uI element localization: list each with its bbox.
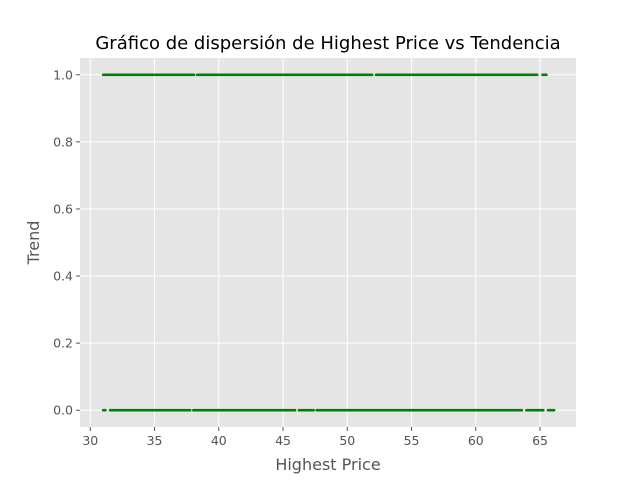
scatter-point <box>552 408 556 412</box>
scatter-point <box>192 73 196 77</box>
plot-area <box>80 58 576 427</box>
x-tick-label: 45 <box>275 433 291 448</box>
scatter-point <box>104 408 107 412</box>
x-tick-label: 40 <box>211 433 227 448</box>
scatter-point <box>535 73 539 77</box>
grid-lines <box>80 58 576 427</box>
chart-title: Gráfico de dispersión de Highest Price v… <box>95 33 560 54</box>
x-tick-label: 55 <box>404 433 420 448</box>
x-tick-label: 50 <box>339 433 355 448</box>
x-axis-label: Highest Price <box>275 455 380 474</box>
y-tick-label: 0.4 <box>53 269 73 284</box>
y-tick-label: 0.8 <box>53 134 73 149</box>
scatter-point <box>542 408 545 412</box>
scatter-point <box>188 408 192 412</box>
scatter-point <box>545 73 548 77</box>
y-tick-label: 0.2 <box>53 336 73 351</box>
y-tick-label: 1.0 <box>53 67 73 82</box>
y-axis-label: Trend <box>24 221 43 266</box>
x-tick-label: 65 <box>532 433 548 448</box>
x-tick-label: 30 <box>82 433 98 448</box>
scatter-point <box>520 408 524 412</box>
x-axis-ticks: 30 35 40 45 50 55 60 65 <box>82 427 548 448</box>
y-tick-label: 0.6 <box>53 201 73 216</box>
data-points <box>101 73 556 412</box>
x-tick-label: 35 <box>147 433 163 448</box>
y-tick-label: 0.0 <box>53 403 73 418</box>
scatter-point <box>312 408 315 412</box>
y-axis-ticks: 0.0 0.2 0.4 0.6 0.8 1.0 <box>53 67 80 418</box>
x-tick-label: 60 <box>468 433 484 448</box>
scatter-point <box>370 73 374 77</box>
scatter-point <box>293 408 297 412</box>
